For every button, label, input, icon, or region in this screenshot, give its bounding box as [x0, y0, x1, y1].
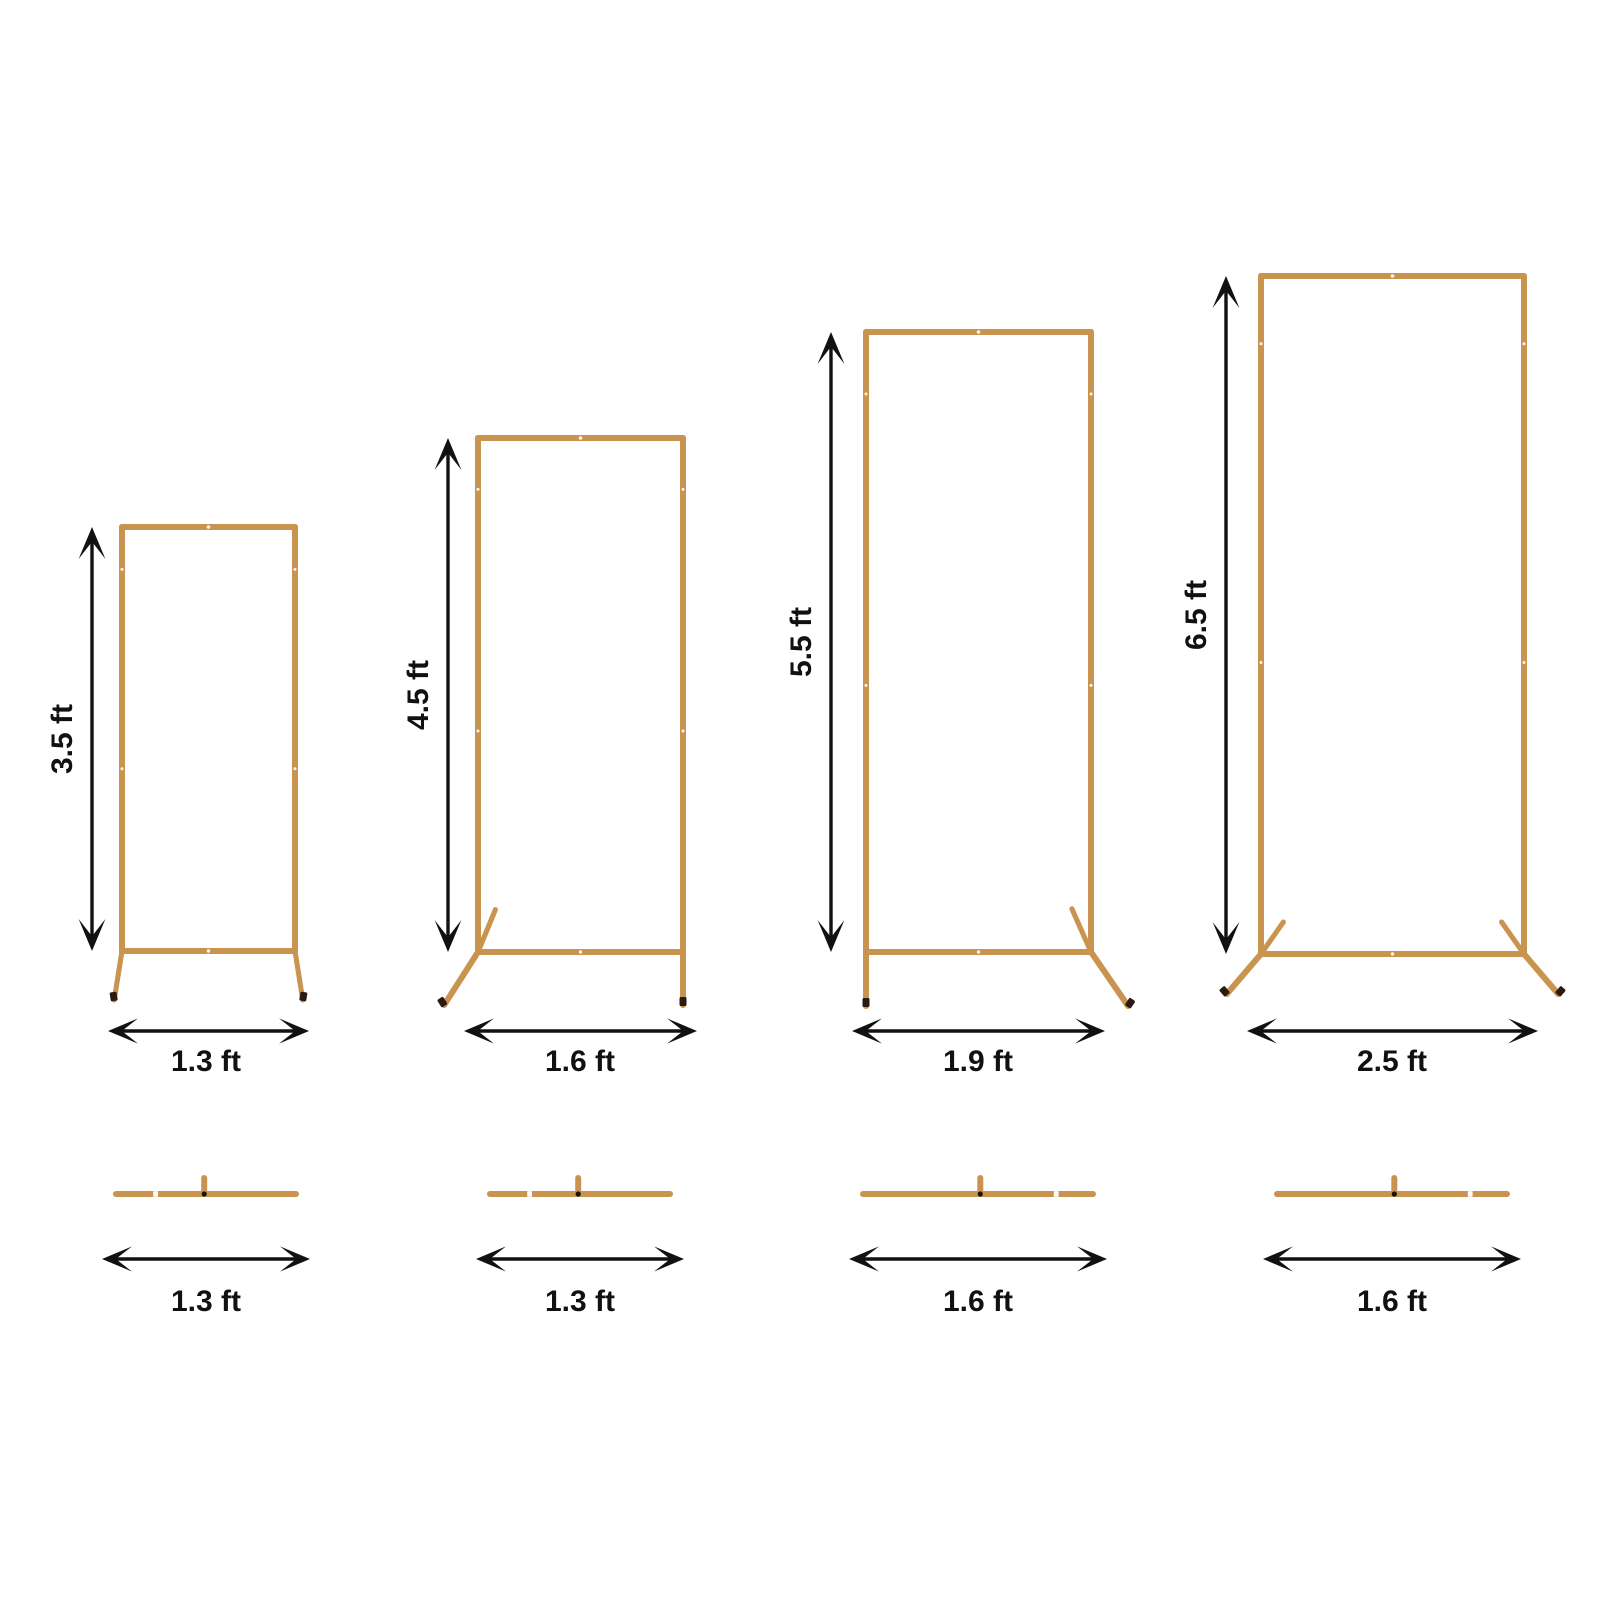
svg-text:5.5 ft: 5.5 ft — [785, 607, 818, 677]
svg-text:1.3 ft: 1.3 ft — [171, 1285, 241, 1318]
svg-text:1.9 ft: 1.9 ft — [943, 1045, 1013, 1078]
svg-text:1.6 ft: 1.6 ft — [1357, 1285, 1427, 1318]
svg-text:4.5 ft: 4.5 ft — [402, 660, 435, 730]
svg-text:3.5 ft: 3.5 ft — [46, 704, 79, 774]
svg-text:2.5 ft: 2.5 ft — [1357, 1045, 1427, 1078]
svg-text:6.5 ft: 6.5 ft — [1180, 580, 1213, 650]
svg-text:1.6 ft: 1.6 ft — [943, 1285, 1013, 1318]
svg-text:1.6 ft: 1.6 ft — [545, 1045, 615, 1078]
svg-text:1.3 ft: 1.3 ft — [545, 1285, 615, 1318]
svg-text:1.3 ft: 1.3 ft — [171, 1045, 241, 1078]
